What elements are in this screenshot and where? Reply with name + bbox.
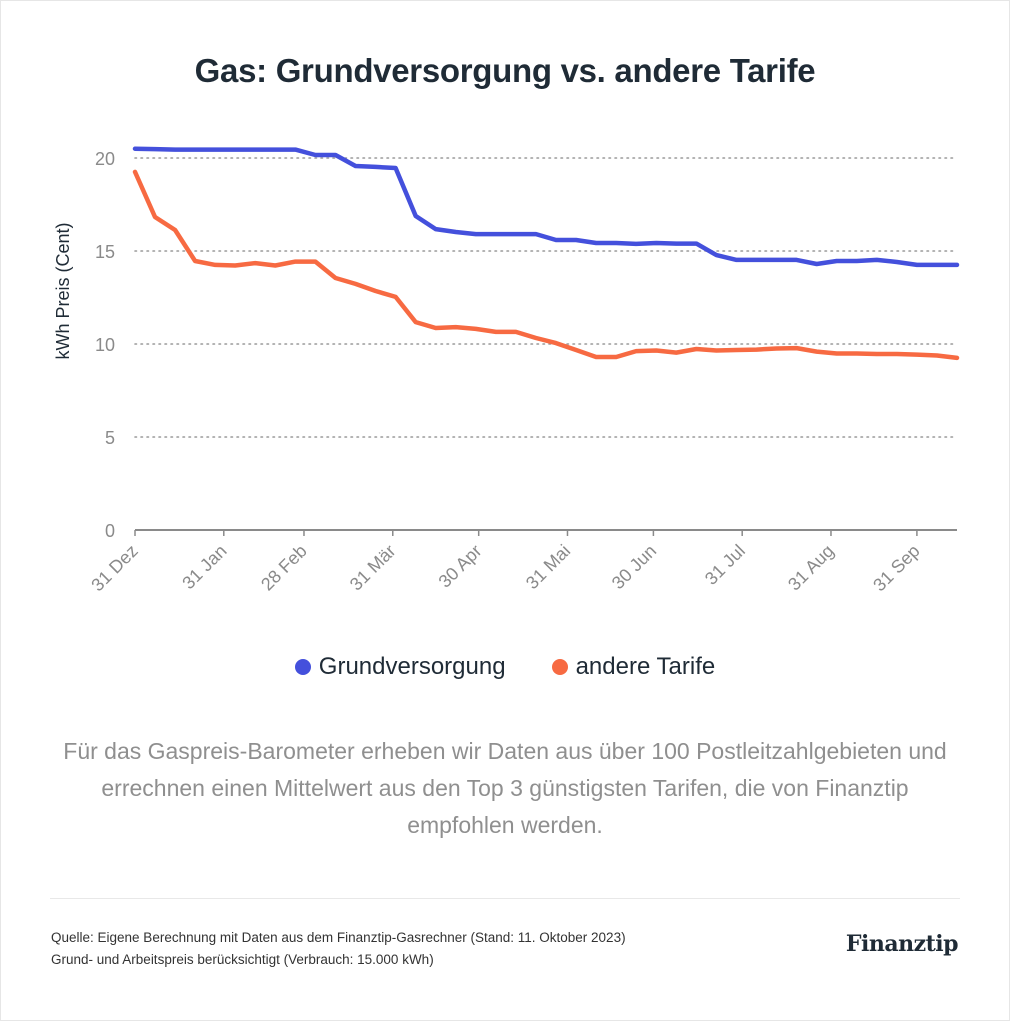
y-tick-label: 15 [95, 242, 115, 262]
line-chart: 0 5 10 15 20 kWh Preis (Cent) 31 Dez 31 Jan 28… [53, 146, 960, 595]
x-tick-label: 31 Aug [784, 541, 838, 595]
legend-item-grundversorgung[interactable]: Grundversorgung [294, 653, 506, 681]
x-tick-label: 30 Apr [435, 541, 486, 592]
footer-divider [50, 898, 960, 899]
source-line: Quelle: Eigene Berechnung mit Daten aus … [51, 930, 626, 945]
legend-label: andere Tarife [575, 653, 716, 680]
x-tick-label: 31 Dez [87, 541, 141, 595]
legend-dot-orange-icon [551, 659, 568, 675]
x-tick-label: 31 Mär [346, 541, 400, 595]
series-line-andere-tarife [132, 169, 960, 361]
y-tick-label: 0 [105, 521, 115, 541]
legend-item-andere-tarife[interactable]: andere Tarife [551, 653, 716, 681]
x-tick-label: 31 Jan [178, 541, 230, 593]
y-axis-label: kWh Preis (Cent) [53, 222, 73, 359]
chart-title: Gas: Grundversorgung vs. andere Tarife [194, 52, 816, 89]
note-line: Grund- und Arbeitspreis berücksichtigt (… [51, 952, 434, 967]
x-tick-label: 30 Jun [608, 541, 660, 593]
chart-description: Für das Gaspreis-Barometer erheben wir D… [63, 738, 947, 838]
footer-notes: Quelle: Eigene Berechnung mit Daten aus … [51, 927, 626, 971]
y-tick-label: 5 [105, 428, 115, 448]
x-tick-label: 31 Sep [869, 541, 923, 595]
legend-label: Grundversorgung [318, 653, 506, 680]
legend: Grundversorgung andere Tarife [0, 653, 1010, 681]
x-tick-label: 31 Jul [701, 541, 749, 589]
y-tick-label: 20 [95, 149, 115, 169]
finanztip-logo: Finanztip [845, 931, 959, 957]
series-line-grundversorgung [132, 146, 960, 268]
y-tick-label: 10 [95, 335, 115, 355]
x-tick-label: 31 Mai [522, 541, 574, 593]
x-tick-label: 28 Feb [257, 541, 311, 595]
legend-dot-blue-icon [294, 659, 311, 675]
